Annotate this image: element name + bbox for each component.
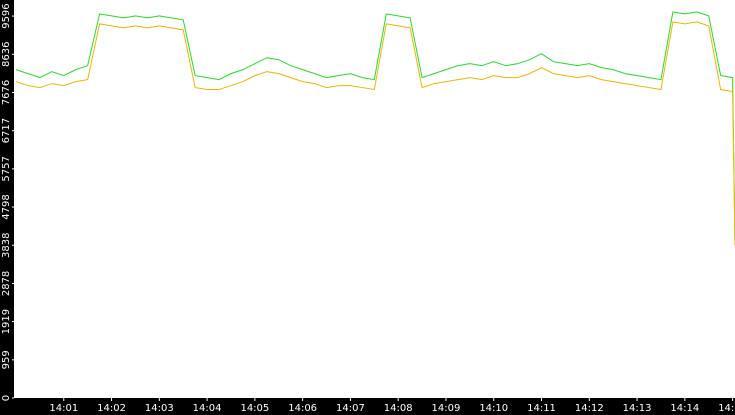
x-tick-label: 14:06 xyxy=(288,403,317,414)
x-tick-label: 14:09 xyxy=(432,403,461,414)
x-tick-label: 14:08 xyxy=(384,403,413,414)
y-tick-label: 0 xyxy=(1,395,12,401)
y-tick-label: 4798 xyxy=(1,194,12,219)
x-tick-label: 14:03 xyxy=(145,403,174,414)
y-tick-label: 2878 xyxy=(1,271,12,296)
x-tick-label: 14:10 xyxy=(479,403,508,414)
y-tick-label: 8636 xyxy=(1,42,12,67)
series-line xyxy=(15,21,735,246)
x-tick-label: 14:05 xyxy=(240,403,269,414)
x-tick-label: 14:12 xyxy=(575,403,604,414)
y-tick-label: 959 xyxy=(1,350,12,369)
x-tick-label: 14:02 xyxy=(97,403,126,414)
x-tick-label: 14:01 xyxy=(49,403,78,414)
y-tick-label: 6717 xyxy=(1,118,12,143)
x-tick-label: 14:07 xyxy=(336,403,365,414)
y-tick-label: 5757 xyxy=(1,156,12,181)
x-tick-label: 14:11 xyxy=(527,403,556,414)
x-tick-label: 14:04 xyxy=(193,403,222,414)
y-tick-label: 1919 xyxy=(1,309,12,334)
x-tick-label: 14:15 xyxy=(718,403,735,414)
y-tick-label: 7676 xyxy=(1,80,12,105)
y-tick-label: 3838 xyxy=(1,233,12,258)
x-tick-label: 14:14 xyxy=(670,403,699,414)
y-tick-label: 9596 xyxy=(1,3,12,28)
plot-area xyxy=(14,0,735,398)
series-line xyxy=(15,11,735,245)
x-tick-label: 14:13 xyxy=(623,403,652,414)
